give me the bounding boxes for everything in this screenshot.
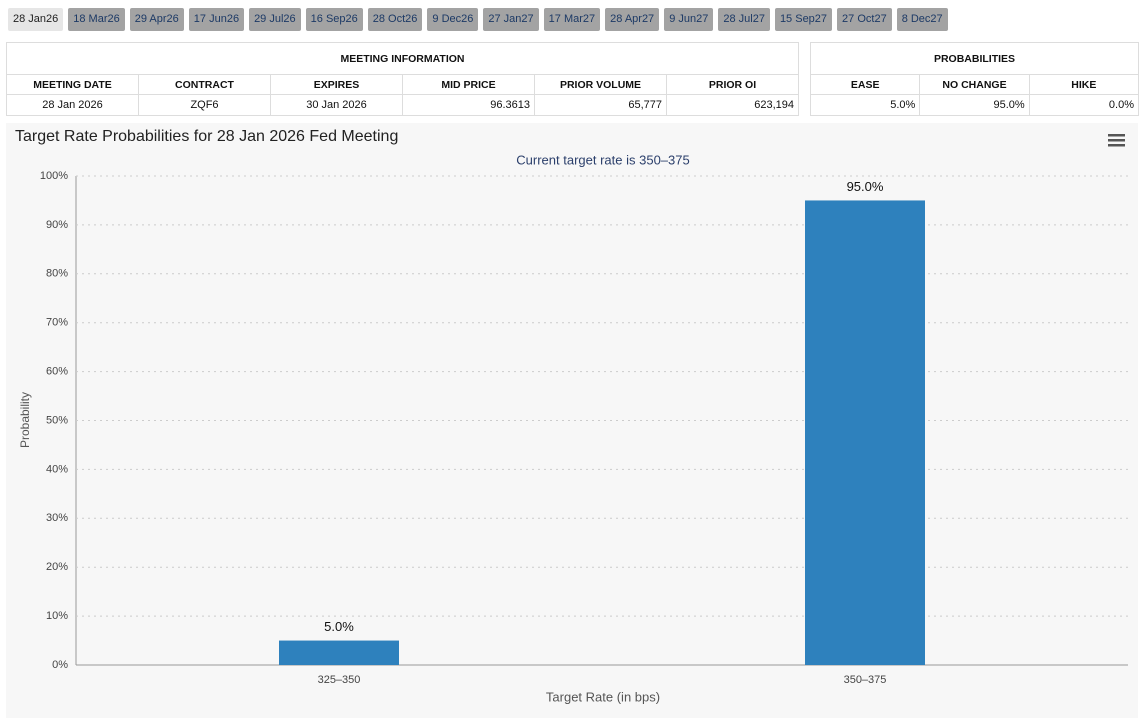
header-row: MEETING DATE CONTRACT EXPIRES MID PRICE PRIO… xyxy=(6,74,799,95)
column-header: PRIOR OI xyxy=(666,74,799,95)
y-tick-label: 20% xyxy=(46,561,68,573)
cell: ZQF6 xyxy=(138,94,271,116)
probabilities-table: PROBABILITIES EASE NO CHANGE HIKE 5.0% 95.0% 0… xyxy=(809,42,1140,116)
x-tick-label: 325–350 xyxy=(318,674,361,686)
table-title: PROBABILITIES xyxy=(810,42,1139,75)
y-tick-label: 40% xyxy=(46,463,68,475)
column-header: CONTRACT xyxy=(138,74,271,95)
cell: 30 Jan 2026 xyxy=(270,94,403,116)
cell: 623,194 xyxy=(666,94,799,116)
y-tick-label: 70% xyxy=(46,317,68,329)
meeting-tab[interactable]: 27 Oct27 xyxy=(837,8,892,31)
column-header: MEETING DATE xyxy=(6,74,139,95)
meeting-tab[interactable]: 28 Apr27 xyxy=(605,8,660,31)
chart-title: Target Rate Probabilities for 28 Jan 202… xyxy=(15,128,398,145)
meeting-tab[interactable]: 8 Dec27 xyxy=(896,8,948,31)
y-axis-label: Probability xyxy=(18,392,32,448)
y-tick-label: 10% xyxy=(46,610,68,622)
cell: 0.0% xyxy=(1028,94,1140,116)
cell: 5.0% xyxy=(809,94,921,116)
y-tick-label: 80% xyxy=(46,268,68,280)
y-tick-label: 30% xyxy=(46,512,68,524)
meeting-tab[interactable]: 27 Jan27 xyxy=(483,8,539,31)
y-tick-label: 0% xyxy=(52,659,68,671)
title-row: PROBABILITIES xyxy=(810,42,1139,75)
cell: 65,777 xyxy=(534,94,667,116)
bar xyxy=(805,200,925,665)
column-header: NO CHANGE xyxy=(919,74,1030,95)
cell: 95.0% xyxy=(919,94,1030,116)
meeting-tab[interactable]: 29 Jul26 xyxy=(249,8,301,31)
data-label: 5.0% xyxy=(324,619,354,634)
cell: 28 Jan 2026 xyxy=(6,94,139,116)
data-row: 5.0% 95.0% 0.0% xyxy=(809,94,1140,116)
meeting-tab[interactable]: 17 Mar27 xyxy=(543,8,601,31)
meeting-tab[interactable]: 9 Jun27 xyxy=(664,8,714,31)
x-axis-label: Target Rate (in bps) xyxy=(546,689,660,704)
meeting-tab[interactable]: 9 Dec26 xyxy=(427,8,479,31)
table-title: MEETING INFORMATION xyxy=(6,42,799,75)
column-header: HIKE xyxy=(1028,74,1140,95)
chart-subtitle: Current target rate is 350–375 xyxy=(516,152,689,167)
header-row: EASE NO CHANGE HIKE xyxy=(809,74,1140,95)
meeting-tab[interactable]: 15 Sep27 xyxy=(774,8,833,31)
meeting-tab[interactable]: 28 Oct26 xyxy=(367,8,423,31)
x-tick-label: 350–375 xyxy=(844,674,887,686)
column-header: EASE xyxy=(809,74,921,95)
meeting-tabs: 28 Jan26 18 Mar26 29 Apr26 17 Jun26 29 Jul26… xyxy=(8,8,948,31)
title-row: MEETING INFORMATION xyxy=(6,42,799,75)
chart-panel: Target Rate Probabilities for 28 Jan 202… xyxy=(6,123,1138,718)
meeting-tab[interactable]: 17 Jun26 xyxy=(188,8,245,31)
data-row: 28 Jan 2026 ZQF6 30 Jan 2026 96.3613 65,777 6… xyxy=(6,94,799,116)
chart: Target Rate Probabilities for 28 Jan 202… xyxy=(15,128,1128,704)
menu-icon[interactable] xyxy=(1108,134,1125,147)
y-tick-label: 60% xyxy=(46,366,68,378)
column-header: PRIOR VOLUME xyxy=(534,74,667,95)
data-label: 95.0% xyxy=(847,179,884,194)
meeting-information-table: MEETING INFORMATION MEETING DATE CONTRACT E… xyxy=(6,42,799,116)
meeting-tab[interactable]: 18 Mar26 xyxy=(68,8,125,31)
meeting-tab[interactable]: 28 Jul27 xyxy=(718,8,770,31)
column-header: MID PRICE xyxy=(402,74,535,95)
meeting-tab[interactable]: 16 Sep26 xyxy=(305,8,363,31)
meeting-tab[interactable]: 29 Apr26 xyxy=(129,8,184,31)
bar xyxy=(279,640,399,665)
column-header: EXPIRES xyxy=(270,74,403,95)
meeting-tab[interactable]: 28 Jan26 xyxy=(8,8,64,31)
y-tick-label: 100% xyxy=(40,170,68,182)
y-tick-label: 50% xyxy=(46,414,68,426)
cell: 96.3613 xyxy=(402,94,535,116)
y-tick-label: 90% xyxy=(46,219,68,231)
